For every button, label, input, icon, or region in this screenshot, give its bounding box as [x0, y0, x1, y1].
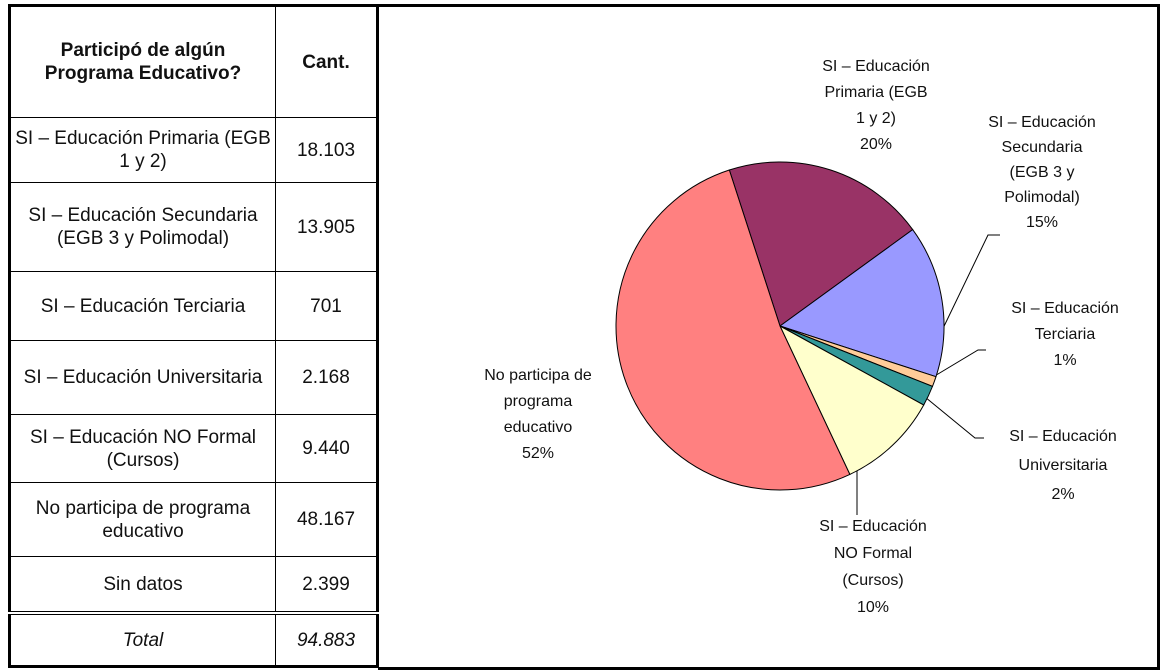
table-row: SI – Educación Primaria (EGB 1 y 2) 18.10…: [9, 117, 378, 183]
table-cell: Total: [9, 612, 276, 667]
slice-label: educativo: [504, 419, 573, 436]
slice-label: Polimodal): [1004, 189, 1080, 206]
slice-label: (EGB 3 y: [1010, 164, 1075, 181]
slice-label: Universitaria: [1019, 457, 1108, 474]
table-cell: 2.168: [275, 340, 378, 415]
table-cell: SI – Educación NO Formal (Cursos): [9, 414, 276, 483]
chart: SI – Educación Primaria (EGB 1 y 2) 20% SI –…: [378, 4, 1160, 670]
data-table: Participó de algún Programa Educativo? Ca…: [8, 4, 379, 668]
pie-slice: [615, 169, 851, 491]
table-cell: 48.167: [275, 482, 378, 557]
table-cell: 94.883: [275, 612, 378, 667]
slice-value-label: 10%: [857, 599, 889, 616]
table-cell: Sin datos: [9, 556, 276, 615]
table-row: Sin datos 2.399: [9, 556, 378, 615]
slice-label: No participa de: [484, 367, 592, 384]
slice-label: SI – Educación: [819, 518, 927, 535]
slice-label: NO Formal: [834, 545, 912, 562]
slice-label: SI – Educación: [1011, 300, 1119, 317]
slice-label: SI – Educación: [1009, 428, 1117, 445]
table-cell: Cant.: [275, 5, 378, 118]
slice-label: 1 y 2): [856, 110, 896, 127]
slice-label: SI – Educación: [822, 58, 930, 75]
slice-value-label: 2%: [1051, 486, 1074, 503]
slice-value-label: 52%: [522, 445, 554, 462]
slice-label: (Cursos): [842, 572, 903, 589]
table-cell: SI – Educación Secundaria (EGB 3 y Polim…: [9, 182, 276, 272]
table-row: SI – Educación Secundaria (EGB 3 y Polim…: [9, 182, 378, 272]
table-row: No participa de programa educativo 48.167: [9, 482, 378, 557]
slice-label: SI – Educación: [988, 114, 1096, 131]
table-cell: 701: [275, 271, 378, 341]
slice-value-label: 15%: [1026, 214, 1058, 231]
pie-slice: [728, 161, 914, 327]
table-cell: Participó de algún Programa Educativo?: [9, 5, 276, 118]
table-row: SI – Educación NO Formal (Cursos) 9.440: [9, 414, 378, 483]
table-row: SI – Educación Terciaria 701: [9, 271, 378, 341]
slice-label: Terciaria: [1035, 326, 1096, 343]
slice-value-label: 20%: [860, 136, 892, 153]
table-cell: 2.399: [275, 556, 378, 615]
table-cell: SI – Educación Universitaria: [9, 340, 276, 415]
slice-label: Secundaria: [1002, 139, 1083, 156]
slice-label: Primaria (EGB: [824, 84, 927, 101]
table-cell: No participa de programa educativo: [9, 482, 276, 557]
table-cell: SI – Educación Terciaria: [9, 271, 276, 341]
table-row: Participó de algún Programa Educativo? Ca…: [9, 5, 378, 118]
table-cell: 13.905: [275, 182, 378, 272]
table-cell: SI – Educación Primaria (EGB 1 y 2): [9, 117, 276, 183]
table-row: SI – Educación Universitaria 2.168: [9, 340, 378, 415]
slice-value-label: 1%: [1053, 352, 1076, 369]
table-cell: 9.440: [275, 414, 378, 483]
table-row: Total 94.883: [9, 612, 378, 667]
pie-slice: [778, 324, 925, 476]
table-cell: 18.103: [275, 117, 378, 183]
slice-label: programa: [504, 393, 573, 410]
pie-slice: [778, 228, 945, 378]
